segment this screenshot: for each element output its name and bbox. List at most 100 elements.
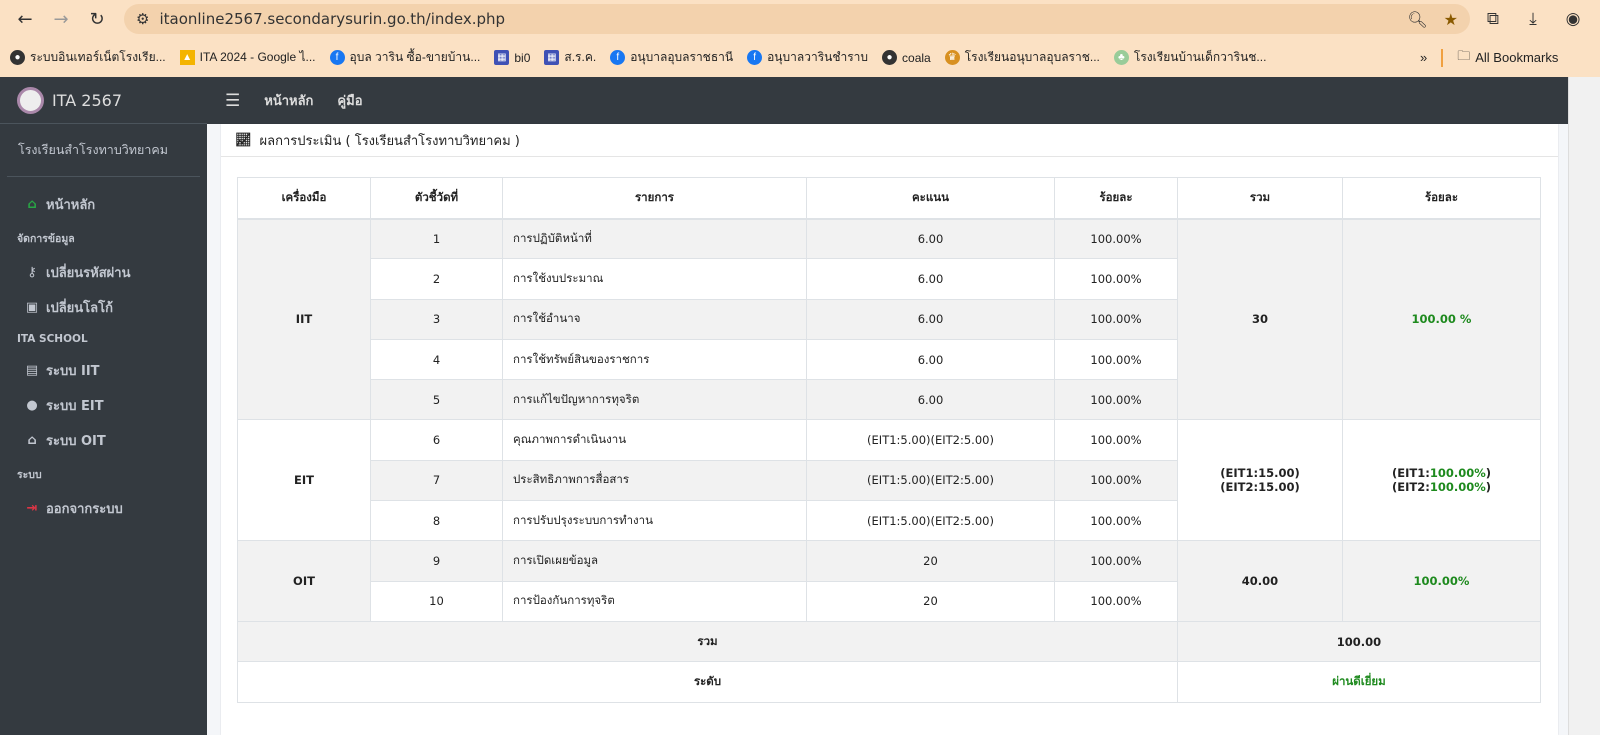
level-label: ระดับ [237,661,1178,703]
all-bookmarks[interactable]: 🗀 All Bookmarks [1457,47,1558,69]
item-name: การเปิดเผยข้อมูล [502,540,807,582]
indicator-no: 6 [370,419,503,461]
item-name: การป้องกันการทุจริต [502,580,807,622]
browser-chrome: ← → ↻ ⚙ itaonline2567.secondarysurin.go.… [0,0,1600,77]
table-row: 7 ประสิทธิภาพการสื่อสาร (EIT1:5.00)(EIT2:5… [238,459,1541,502]
level-row: ระดับ ผ่านดีเยี่ยม [237,661,1541,703]
sum-row: รวม 100.00 [237,620,1541,663]
table-row: IIT 1 การปฏิบัติหน้าที่ 6.00 100.00% 30 100.00… [237,217,1541,421]
percent: 100.00% [1054,419,1178,461]
chart-line-icon: 📈︎ [235,132,252,148]
sidebar-item-change-logo[interactable]: ▣ เปลี่ยนโลโก้ [25,300,113,316]
nav-manual[interactable]: คู่มือ [337,94,363,109]
score: 6.00 [806,217,1055,260]
table-row: OIT 9 การเปิดเผยข้อมูล 20 100.00% 40.00 100.00… [237,540,1541,622]
indicator-no: 1 [370,217,503,260]
section-header: ITA SCHOOL [17,333,88,345]
download-icon[interactable]: ⤓ [1529,9,1537,29]
bookmark[interactable]: ▦ ส.ร.ค. [544,48,596,67]
sidebar-item-logout[interactable]: ⇥ ออกจากระบบ [0,491,207,526]
back-icon[interactable]: ← [17,8,33,30]
col-header: เครื่องมือ [237,177,371,220]
forward-icon[interactable]: → [53,8,69,30]
bookmark[interactable]: ● coala [882,50,931,65]
star-icon[interactable]: ★ [1443,9,1458,29]
bookmark[interactable]: ● ระบบอินเทอร์เน็ตโรงเรีย... [10,48,166,67]
school-icon: ⌂ [27,433,37,448]
logo [17,86,44,114]
extensions-icon[interactable]: ⧉ [1486,9,1500,29]
bookmark[interactable]: f อนุบาลวารินชำราบ [747,48,868,67]
bookmark[interactable]: f อนุบาลอุบลราชธานี [610,48,733,67]
indicator-no: 10 [370,580,503,622]
percent: 100.00% [1054,459,1178,502]
indicator-no: 2 [370,258,503,300]
item-name: การใช้อำนาจ [502,298,807,340]
percent: 100.00% [1054,500,1178,542]
teacher-icon: ▤ [25,363,39,378]
score: (EIT1:5.00)(EIT2:5.00) [806,459,1055,502]
sidebar-item-iit[interactable]: ▤ ระบบ IIT [25,363,100,379]
section-header: ระบบ [17,469,42,481]
indicator-no: 8 [370,500,503,542]
brand[interactable]: ITA 2567 [0,77,207,124]
bookmark[interactable]: ▲ ITA 2024 - Google ไ... [179,48,316,67]
profile-avatar[interactable]: ◉ [1565,9,1581,29]
tool-cell: OIT [237,540,371,622]
user-icon: ● [26,398,38,413]
scrollbar[interactable] [1568,77,1600,735]
url-text[interactable]: itaonline2567.secondarysurin.go.th/index… [159,10,506,28]
sum-value: 100.00 [1177,620,1541,663]
col-header: ร้อยละ [1342,177,1541,220]
sum-label: รวม [237,620,1178,663]
zoom-icon[interactable]: 🔍︎ [1407,9,1428,29]
card-title: ผลการประเมิน ( โรงเรียนสำโรงทาบวิทยาคม ) [259,133,520,149]
total-percent: 100.00 % [1342,217,1541,421]
col-header: รวม [1177,177,1343,220]
item-name: การแก้ไขปัญหาการทุจริต [502,379,807,421]
bookmark[interactable]: ♛ โรงเรียนอนุบาลอุบลราช... [944,48,1100,67]
score: 6.00 [806,379,1055,421]
divider [1441,48,1444,67]
address-bar[interactable]: ⚙ itaonline2567.secondarysurin.go.th/ind… [124,4,1470,34]
reload-icon[interactable]: ↻ [89,8,105,30]
key-icon: ⚷ [27,265,37,280]
score: 20 [806,540,1055,582]
tool-cell: EIT [237,419,371,542]
indicator-no: 7 [370,459,503,502]
percent: 100.00% [1054,379,1178,421]
folder-icon: 🗀 [1457,47,1471,63]
score: 6.00 [806,338,1055,381]
hamburger-menu-icon[interactable]: ☰ [225,90,241,111]
section-header: จัดการข้อมูล [17,233,75,245]
col-header: ตัวชี้วัดที่ [370,177,503,220]
results-card: 📈︎ ผลการประเมิน ( โรงเรียนสำโรงทาบวิทยาคม… [221,124,1558,735]
sidebar-item-eit[interactable]: ● ระบบ EIT [0,388,207,423]
site-info-icon[interactable]: ⚙ [136,10,150,28]
item-name: การใช้งบประมาณ [502,258,807,300]
percent: 100.00% [1054,580,1178,622]
bookmark[interactable]: f อุบล วาริน ซื้อ-ขายบ้าน... [329,48,480,67]
image-icon: ▣ [25,300,39,315]
percent: 100.00% [1054,217,1178,260]
sidebar-item-change-password[interactable]: ⚷ เปลี่ยนรหัสผ่าน [0,255,207,290]
item-name: ประสิทธิภาพการสื่อสาร [502,459,807,502]
total-percent: 100.00% [1342,540,1541,622]
results-table: เครื่องมือ ตัวชี้วัดที่ รายการ คะแนน ร้อ… [237,177,1541,703]
bookmark[interactable]: ♣ โรงเรียนบ้านเด็กวารินช... [1113,48,1266,67]
percent: 100.00% [1054,258,1178,300]
nav-home[interactable]: หน้าหลัก [264,94,314,109]
browser-toolbar: ← → ↻ ⚙ itaonline2567.secondarysurin.go.… [0,0,1600,38]
school-name: โรงเรียนสำโรงทาบวิทยาคม [7,124,200,177]
sidebar: ITA 2567 โรงเรียนสำโรงทาบวิทยาคม ⌂ หน้าหล… [0,77,207,735]
sidebar-item-home[interactable]: ⌂ หน้าหลัก [0,187,207,222]
bookmark[interactable]: ▦ bi0 [494,50,530,65]
table-row: 8 การปรับปรุงระบบการทำงาน (EIT1:5.00)(EIT2… [238,500,1541,542]
percent: 100.00% [1054,298,1178,340]
logout-icon: ⇥ [26,501,38,516]
sidebar-item-oit[interactable]: ⌂ ระบบ OIT [0,423,207,458]
more-bookmarks-icon[interactable]: » [1420,50,1428,65]
bookmarks-bar: ● ระบบอินเทอร์เน็ตโรงเรีย... ▲ ITA 2024 - … [0,38,1600,77]
indicator-no: 5 [370,379,503,421]
level-value: ผ่านดีเยี่ยม [1177,661,1541,703]
